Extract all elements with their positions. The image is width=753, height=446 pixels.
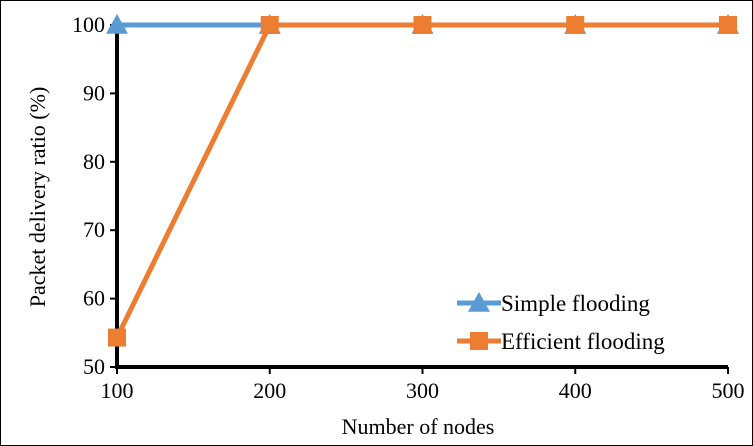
legend-label-simple-flooding: Simple flooding [501,291,650,316]
legend-label-efficient-flooding: Efficient flooding [501,329,665,354]
y-tick-label: 100 [72,12,105,37]
data-point-efficient-flooding [260,16,279,34]
y-tick-label: 70 [83,217,105,242]
x-tick-label: 300 [406,378,439,403]
y-tick-label: 90 [83,80,105,105]
y-tick-label: 50 [83,354,105,379]
x-tick-label: 200 [253,378,286,403]
legend-marker-efficient-flooding [470,332,488,350]
data-point-efficient-flooding [413,16,432,34]
x-tick-label: 500 [712,378,745,403]
x-tick-label: 400 [559,378,592,403]
y-tick-label: 60 [83,286,105,311]
legend: Simple flooding Efficient flooding [457,291,665,354]
axes: 50 60 70 80 90 100 100 200 300 400 500 [72,12,745,403]
data-point-efficient-flooding [566,16,585,34]
series-efficient-flooding [108,16,737,347]
legend-item-efficient-flooding: Efficient flooding [457,329,665,354]
series-layer [106,14,739,347]
y-tick-label: 80 [83,149,105,174]
data-point-efficient-flooding [108,328,126,347]
legend-marker-simple-flooding [468,292,490,312]
legend-item-simple-flooding: Simple flooding [457,291,650,316]
x-axis-title: Number of nodes [342,414,495,439]
y-axis-title: Packet delivery ratio (%) [25,87,50,308]
data-point-simple-flooding [106,14,128,34]
x-tick-label: 100 [101,378,134,403]
data-point-efficient-flooding [719,16,737,34]
